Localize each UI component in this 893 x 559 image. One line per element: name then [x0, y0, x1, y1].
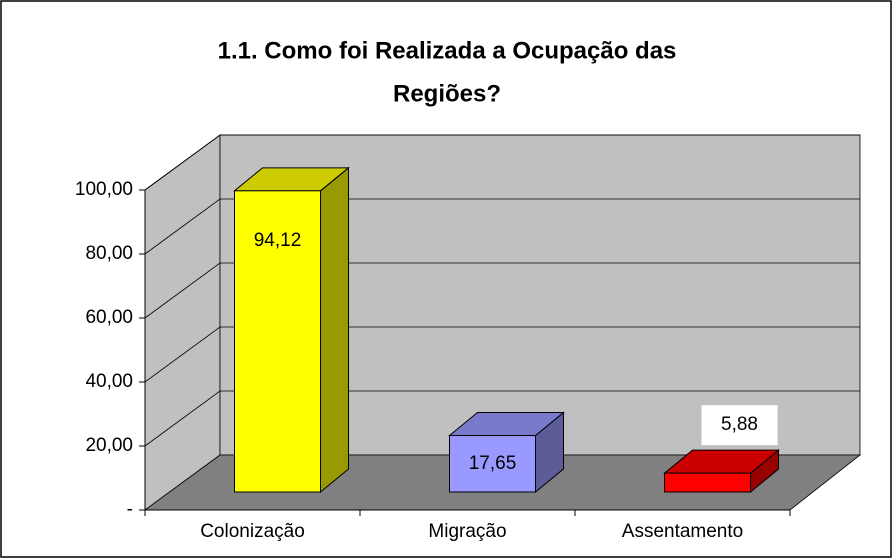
data-label-box [701, 405, 778, 446]
bar [234, 190, 321, 493]
data-label: 94,12 [254, 230, 302, 251]
x-tick-label: Colonização [200, 521, 305, 542]
y-tick-label: 40,00 [85, 371, 133, 392]
y-tick-label: 100,00 [75, 179, 133, 200]
bar [664, 472, 751, 493]
bar-side [320, 166, 349, 494]
y-tick-label: 20,00 [85, 435, 133, 456]
x-tick-label: Assentamento [622, 521, 743, 542]
y-tick-label: 60,00 [85, 307, 133, 328]
data-label: 17,65 [469, 453, 517, 474]
bar [449, 435, 536, 493]
grid-line [144, 134, 860, 191]
chart-title: Regiões? [393, 80, 501, 107]
x-tick-label: Migração [428, 521, 506, 542]
data-label: 5,88 [721, 414, 758, 435]
grid-line [144, 262, 860, 319]
y-tick-label: - [127, 499, 133, 520]
side-wall [144, 134, 221, 511]
chart-title: 1.1. Como foi Realizada a Ocupação das [218, 37, 677, 64]
grid-line [144, 390, 860, 447]
y-tick-label: 80,00 [85, 243, 133, 264]
grid-line [144, 198, 860, 255]
grid-line [144, 326, 860, 383]
